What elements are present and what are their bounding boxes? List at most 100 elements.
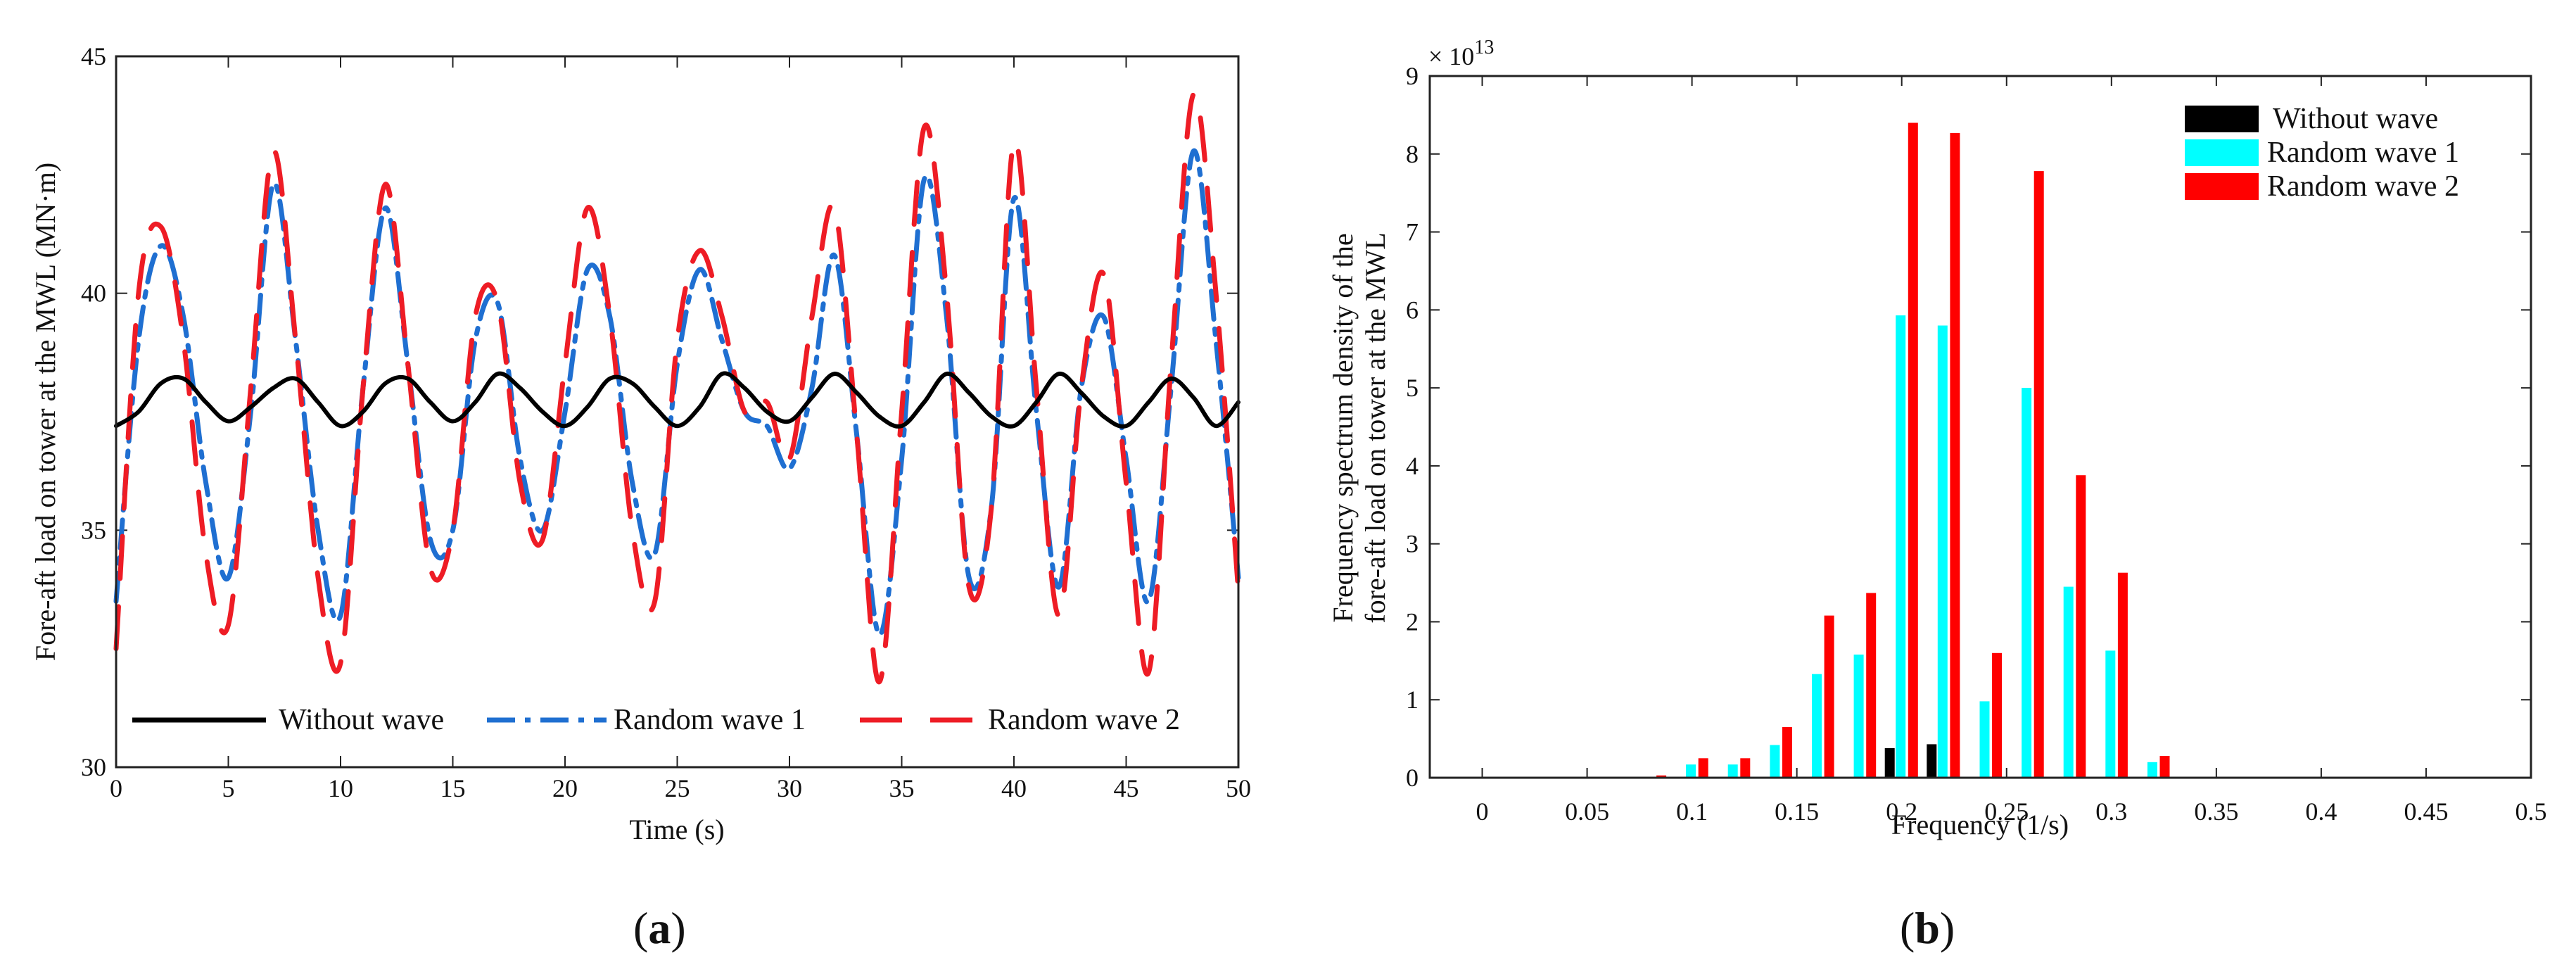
x-tick-label: 20 [552, 774, 578, 802]
panel-b-y-axis-label-line2: fore-aft load on tower at the MWL [1359, 232, 1391, 623]
legend-swatch-without-wave [2185, 106, 2259, 132]
y-tick-label: 5 [1406, 374, 1419, 402]
bar-random-wave-2 [1908, 122, 1918, 778]
bar-random-wave-2 [1740, 758, 1751, 778]
y-tick-label: 2 [1406, 607, 1419, 636]
bar-random-wave-2 [2033, 171, 2044, 778]
panel-a-x-tick-labels: 0 5 10 15 20 25 30 35 40 45 50 [110, 774, 1251, 802]
panel-a-x-axis-label: Time (s) [629, 814, 724, 845]
panel-b-x-axis-label: Frequency (1/s) [1891, 809, 2069, 840]
panel-a-series-lines [113, 91, 1241, 685]
bar-random-wave-1 [1727, 764, 1738, 778]
y-tick-label: 9 [1406, 62, 1419, 90]
panel-a-letter: a [648, 903, 671, 953]
y-tick-label: 8 [1406, 140, 1419, 168]
bar-random-wave-1 [1853, 655, 1864, 778]
x-tick-label: 0 [1476, 797, 1489, 826]
panel-a-caption: (a) [633, 903, 686, 953]
x-tick-label: 0.4 [2305, 797, 2337, 826]
y-tick-label: 35 [81, 516, 106, 544]
panel-b-exponent-base: × 10 [1428, 42, 1474, 70]
x-tick-label: 0.2 [1886, 797, 1917, 826]
bar-random-wave-2 [2117, 572, 2128, 778]
y-tick-label: 7 [1406, 218, 1419, 246]
bar-random-wave-1 [2063, 586, 2074, 778]
bar-random-wave-1 [1979, 701, 1990, 778]
x-tick-label: 5 [222, 774, 235, 802]
panel-b-exponent-power: 13 [1474, 37, 1494, 58]
legend-swatch-random-wave-1 [2185, 139, 2259, 166]
bar-random-wave-2 [2076, 475, 2086, 778]
x-tick-label: 0.45 [2404, 797, 2448, 826]
panel-b-y-tick-labels: 0 1 2 3 4 5 6 7 8 9 [1406, 62, 1419, 792]
bar-random-wave-2 [1698, 758, 1708, 778]
x-tick-label: 0.25 [1984, 797, 2029, 826]
x-tick-label: 45 [1114, 774, 1139, 802]
bar-random-wave-1 [1896, 315, 1906, 778]
bar-random-wave-2 [1782, 727, 1792, 778]
legend-label-random-wave-1: Random wave 1 [2267, 137, 2459, 169]
bar-random-wave-1 [2147, 762, 2157, 778]
panel-a-plot-area [116, 56, 1238, 767]
bar-random-wave-1 [2022, 388, 2032, 778]
panel-a-axes-frame [115, 55, 1240, 769]
x-tick-label: 0 [110, 774, 122, 802]
x-tick-label: 0.05 [1565, 797, 1609, 826]
x-tick-label: 35 [889, 774, 915, 802]
panel-b-caption: (b) [1900, 903, 1955, 953]
series-line-random-wave-2 [113, 91, 1241, 685]
bar-random-wave-2 [1866, 593, 1877, 778]
bar-random-wave-1 [2105, 650, 2116, 778]
bar-random-wave-1 [1770, 745, 1780, 778]
y-tick-label: 0 [1406, 764, 1419, 792]
x-tick-label: 30 [777, 774, 802, 802]
panel-b-legend: Without wave Random wave 1 Random wave 2 [2185, 103, 2459, 203]
panel-b-bars [1656, 122, 2170, 778]
panel-a-y-axis-label: Fore-aft load on tower at the MWL (MN·m) [30, 163, 61, 661]
y-tick-label: 40 [81, 279, 106, 308]
x-tick-label: 0.15 [1775, 797, 1819, 826]
series-line-without-wave [114, 371, 1241, 429]
y-tick-label: 45 [81, 42, 106, 70]
x-tick-label: 25 [665, 774, 690, 802]
y-tick-label: 3 [1406, 530, 1419, 558]
panel-a-y-tick-labels: 30 35 40 45 [81, 42, 106, 781]
x-tick-label: 10 [328, 774, 353, 802]
bar-random-wave-2 [2159, 756, 2170, 778]
legend-label-random-wave-1: Random wave 1 [614, 704, 806, 736]
x-tick-label: 0.5 [2515, 797, 2547, 826]
x-tick-label: 15 [440, 774, 466, 802]
y-tick-label: 6 [1406, 296, 1419, 324]
panel-b-letter: b [1915, 903, 1940, 953]
bar-random-wave-1 [1686, 764, 1696, 778]
panel-a-chart: 0 5 10 15 20 25 30 35 40 45 50 30 35 40 45 Time (s) F… [30, 42, 1251, 953]
bar-random-wave-2 [1950, 132, 1960, 778]
bar-random-wave-2 [1824, 615, 1834, 778]
bar-random-wave-1 [1937, 325, 1948, 778]
x-tick-label: 50 [1226, 774, 1251, 802]
y-tick-label: 1 [1406, 686, 1419, 714]
legend-label-without-wave: Without wave [279, 704, 444, 736]
legend-label-without-wave: Without wave [2273, 103, 2438, 135]
panel-b-y-axis-label-line1: Frequency spectrum density of the [1327, 233, 1359, 622]
bar-random-wave-1 [1812, 674, 1822, 778]
panel-a-legend: Without wave Random wave 1 Random wave 2 [132, 704, 1180, 736]
panel-b-chart: 0 0.05 0.1 0.15 0.2 0.25 0.3 0.35 0.4 0.45 0.5 0 1 2… [1327, 37, 2547, 953]
x-tick-label: 0.35 [2194, 797, 2238, 826]
panel-b-exponent-label: × 1013 [1428, 37, 1494, 70]
x-tick-label: 0.1 [1676, 797, 1708, 826]
bar-without-wave [1884, 747, 1895, 778]
y-tick-label: 30 [81, 753, 106, 781]
panel-b-plot-area [1430, 76, 2531, 778]
panel-b-x-tick-labels: 0 0.05 0.1 0.15 0.2 0.25 0.3 0.35 0.4 0.45 0.5 [1476, 797, 2547, 826]
legend-label-random-wave-2: Random wave 2 [2267, 170, 2459, 203]
y-tick-label: 4 [1406, 452, 1419, 480]
x-tick-label: 40 [1001, 774, 1027, 802]
bar-random-wave-2 [1992, 652, 2002, 778]
legend-label-random-wave-2: Random wave 2 [988, 704, 1180, 736]
legend-swatch-random-wave-2 [2185, 173, 2259, 200]
panel-b-axes-frame [1428, 75, 2532, 779]
x-tick-label: 0.3 [2095, 797, 2127, 826]
bar-without-wave [1927, 744, 1937, 778]
